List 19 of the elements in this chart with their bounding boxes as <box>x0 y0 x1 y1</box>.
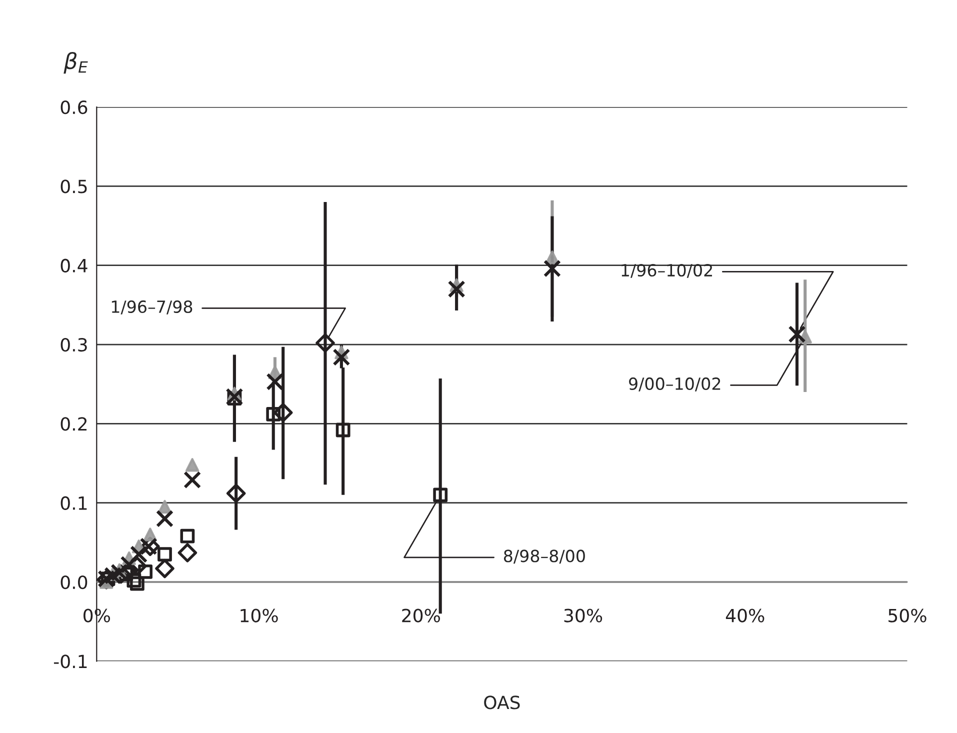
y-tick-label: 0.6 <box>60 100 88 114</box>
y-tick-label: 0.5 <box>60 180 87 194</box>
y-tick-label: 0.3 <box>60 338 87 352</box>
y-tick-label: 0.4 <box>60 258 88 272</box>
annotation: 9/00–10/02 <box>629 377 720 392</box>
annotation: 1/96–7/98 <box>112 300 192 314</box>
annotation: 1/96–10/02 <box>622 264 712 278</box>
y-tick-label: 0.0 <box>60 575 88 590</box>
x-tick-label: 40% <box>726 608 764 622</box>
x-tick-label: 50% <box>888 608 926 622</box>
x-tick-label: 10% <box>240 608 278 622</box>
x-tick-label: 30% <box>564 608 602 622</box>
y-tick-label: -0.1 <box>54 654 87 668</box>
y-tick-label: 0.1 <box>60 496 87 510</box>
y-axis-title: β$_{E}$ <box>64 52 88 74</box>
annotation: 8/98–8/00 <box>504 550 585 564</box>
y-tick-label: 0.2 <box>60 417 87 431</box>
x-axis-title: OAS <box>484 696 520 710</box>
x-tick-label: 20% <box>402 608 440 622</box>
